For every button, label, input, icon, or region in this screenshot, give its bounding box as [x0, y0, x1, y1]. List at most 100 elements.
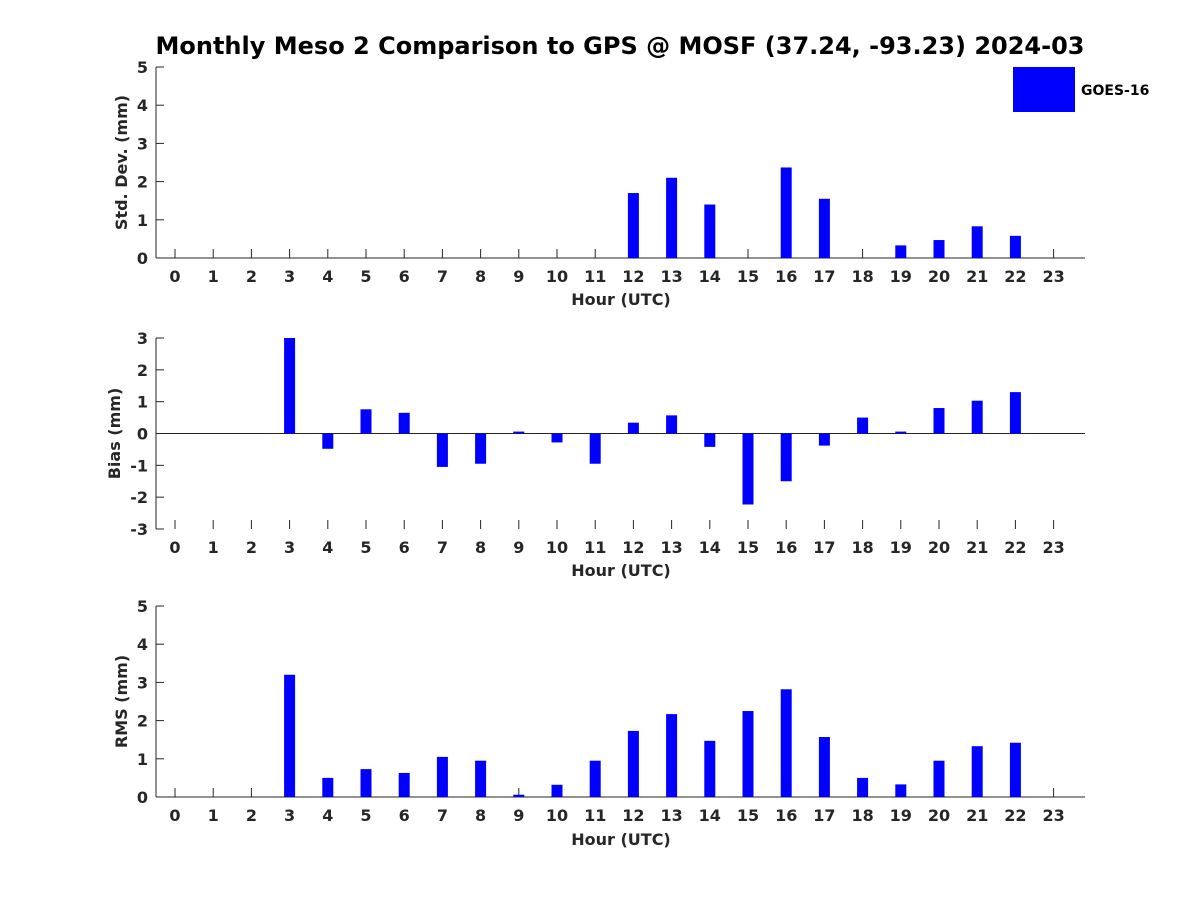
legend-label-goes16: GOES-16: [1081, 83, 1149, 99]
x-tick-label: 7: [437, 806, 448, 825]
bar-hour-22: [1009, 742, 1021, 797]
x-tick-label: 21: [966, 538, 988, 557]
x-tick-label: 19: [890, 806, 912, 825]
x-tick-label: 8: [475, 267, 486, 286]
bar-hour-7: [436, 433, 448, 467]
bar-hour-17: [818, 198, 830, 258]
y-tick-label: 5: [137, 597, 148, 616]
x-tick-label: 9: [513, 538, 524, 557]
bar-hour-22: [1009, 392, 1021, 434]
x-tick-label: 4: [322, 538, 333, 557]
bar-hour-19: [895, 245, 907, 258]
bar-hour-12: [627, 730, 639, 797]
x-tick-label: 2: [246, 538, 257, 557]
y-axis-label: RMS (mm): [112, 655, 131, 748]
bar-hour-15: [742, 433, 754, 505]
x-tick-label: 23: [1042, 806, 1064, 825]
y-tick-label: 3: [137, 329, 148, 348]
bar-hour-5: [360, 409, 372, 434]
y-tick-label: 0: [137, 249, 148, 268]
x-axis-label: Hour (UTC): [571, 561, 671, 580]
x-tick-label: 15: [737, 538, 759, 557]
y-axis-label: Bias (mm): [105, 388, 124, 480]
x-tick-label: 21: [966, 267, 988, 286]
y-tick-label: -2: [130, 488, 148, 507]
bar-hour-16: [780, 167, 792, 258]
x-tick-label: 8: [475, 538, 486, 557]
y-tick-label: 1: [137, 393, 148, 412]
bar-hour-20: [933, 240, 945, 258]
x-tick-label: 10: [546, 267, 568, 286]
bar-hour-6: [398, 772, 410, 797]
x-tick-label: 18: [851, 806, 873, 825]
y-tick-label: -1: [130, 456, 148, 475]
x-tick-label: 12: [622, 806, 644, 825]
y-tick-label: -3: [130, 520, 148, 539]
x-tick-label: 7: [437, 267, 448, 286]
bar-hour-15: [742, 711, 754, 797]
bar-hour-3: [284, 674, 296, 797]
x-tick-label: 22: [1004, 267, 1026, 286]
x-tick-label: 12: [622, 538, 644, 557]
x-tick-label: 14: [699, 538, 721, 557]
y-tick-label: 3: [137, 673, 148, 692]
x-tick-label: 8: [475, 806, 486, 825]
bar-hour-4: [322, 777, 334, 797]
bar-hour-19: [895, 784, 907, 797]
x-tick-label: 22: [1004, 538, 1026, 557]
bar-hour-7: [436, 756, 448, 797]
x-tick-label: 9: [513, 267, 524, 286]
y-tick-label: 1: [137, 750, 148, 769]
bar-hour-11: [589, 433, 601, 464]
x-tick-label: 20: [928, 538, 950, 557]
y-tick-label: 2: [137, 712, 148, 731]
x-tick-label: 7: [437, 538, 448, 557]
x-tick-label: 15: [737, 806, 759, 825]
bar-hour-16: [780, 433, 792, 482]
bar-hour-14: [704, 433, 716, 447]
x-tick-label: 16: [775, 267, 797, 286]
x-tick-label: 15: [737, 267, 759, 286]
bar-hour-13: [666, 714, 678, 797]
x-tick-label: 23: [1042, 538, 1064, 557]
x-tick-label: 17: [813, 806, 835, 825]
x-tick-label: 21: [966, 806, 988, 825]
x-tick-label: 4: [322, 267, 333, 286]
bar-hour-14: [704, 740, 716, 797]
bar-hour-14: [704, 204, 716, 258]
x-tick-label: 5: [360, 538, 371, 557]
x-tick-label: 1: [208, 538, 219, 557]
x-tick-label: 14: [699, 267, 721, 286]
x-tick-label: 9: [513, 806, 524, 825]
bar-hour-12: [627, 193, 639, 258]
x-tick-label: 5: [360, 267, 371, 286]
x-axis-label: Hour (UTC): [571, 830, 671, 849]
y-axis-label: Std. Dev. (mm): [112, 95, 131, 230]
y-tick-label: 4: [137, 635, 148, 654]
x-tick-label: 20: [928, 267, 950, 286]
y-tick-label: 5: [137, 58, 148, 77]
x-tick-label: 23: [1042, 267, 1064, 286]
x-axis-label: Hour (UTC): [571, 290, 671, 309]
x-tick-label: 20: [928, 806, 950, 825]
x-tick-label: 6: [399, 538, 410, 557]
x-tick-label: 12: [622, 267, 644, 286]
bar-hour-9: [513, 794, 525, 797]
bar-hour-4: [322, 433, 334, 449]
x-tick-label: 13: [660, 267, 682, 286]
bar-hour-21: [971, 226, 983, 258]
x-tick-label: 10: [546, 806, 568, 825]
x-tick-label: 22: [1004, 806, 1026, 825]
figure-title: Monthly Meso 2 Comparison to GPS @ MOSF …: [156, 32, 1085, 60]
x-tick-label: 18: [851, 267, 873, 286]
x-tick-label: 10: [546, 538, 568, 557]
bar-hour-20: [933, 760, 945, 797]
x-tick-label: 3: [284, 806, 295, 825]
x-tick-label: 19: [890, 267, 912, 286]
y-tick-label: 1: [137, 211, 148, 230]
x-tick-label: 18: [851, 538, 873, 557]
